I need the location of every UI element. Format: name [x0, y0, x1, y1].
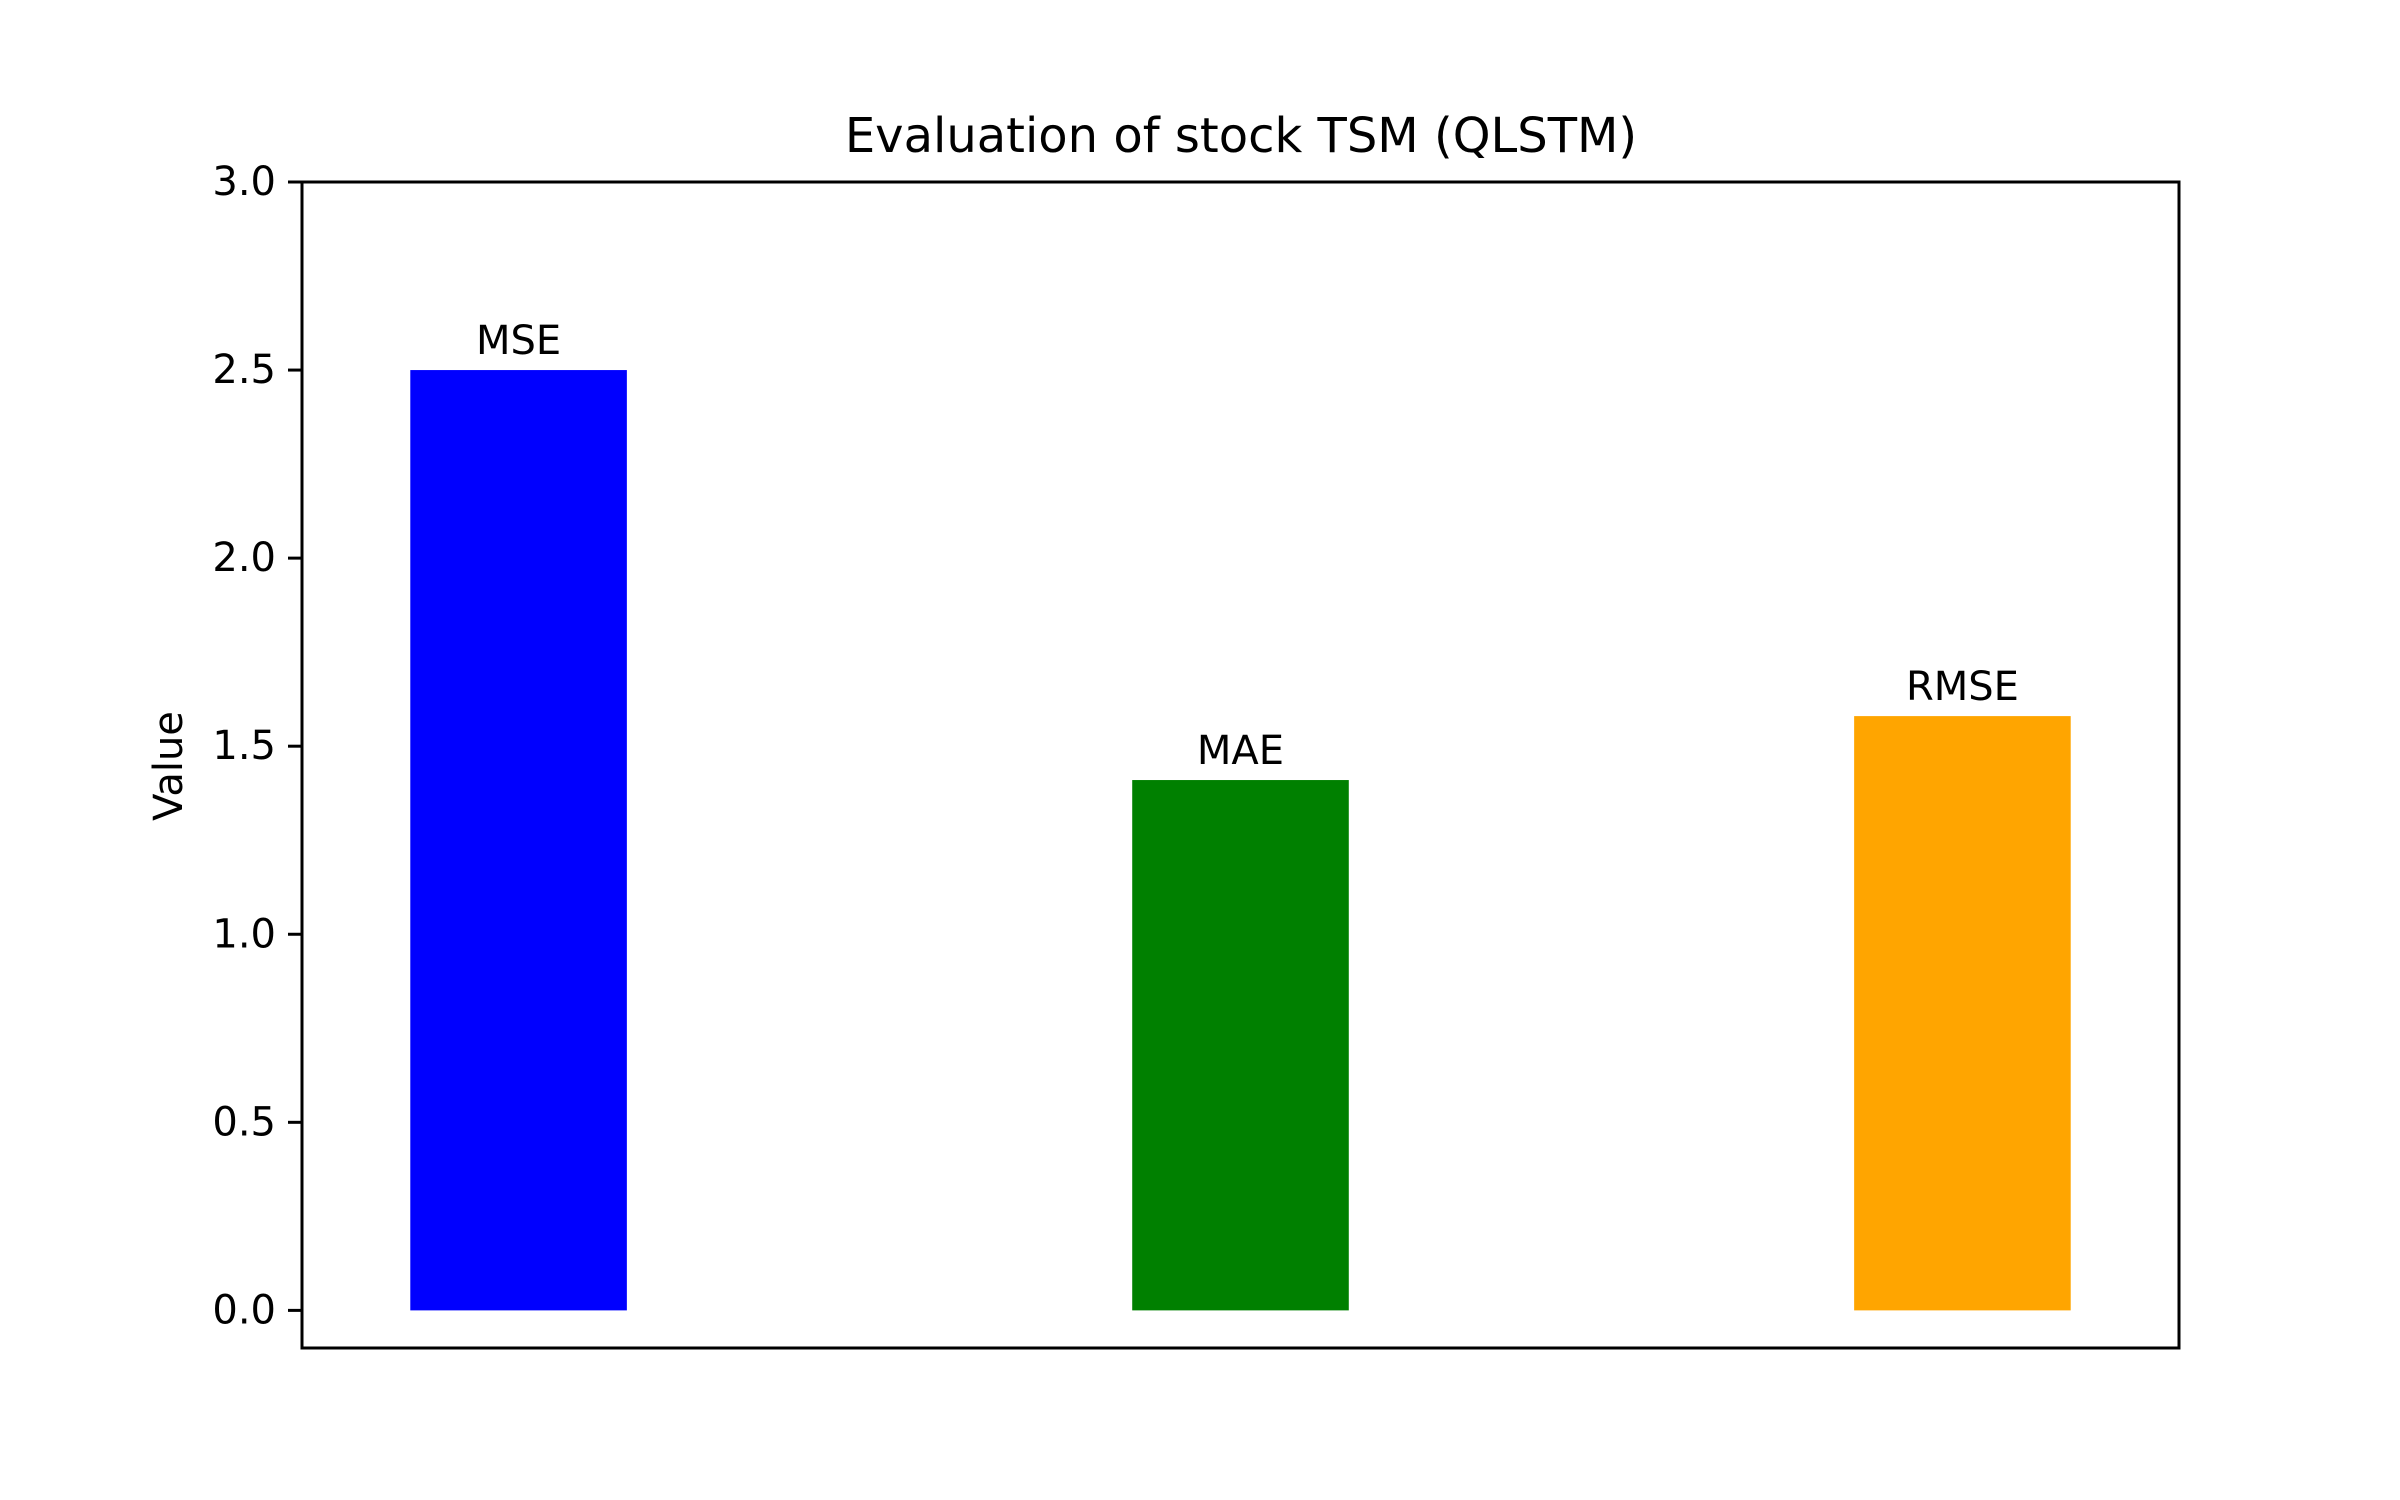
bar-rmse — [1854, 716, 2071, 1311]
chart-title: Evaluation of stock TSM (QLSTM) — [845, 108, 1637, 164]
bar-mse — [410, 370, 627, 1311]
y-tick-label: 2.0 — [212, 535, 276, 581]
y-tick-label: 0.0 — [212, 1287, 276, 1333]
bar-label-rmse: RMSE — [1906, 664, 2019, 710]
y-tick-label: 2.5 — [212, 347, 276, 393]
y-tick-label: 1.5 — [212, 723, 276, 769]
plot-frame — [300, 180, 2181, 1350]
y-tick-label: 1.0 — [212, 911, 276, 957]
y-axis-ticks: 0.0 0.5 1.0 1.5 2.0 2.5 3.0 — [212, 159, 302, 1333]
bar-labels-layer: MSE MAE RMSE — [476, 318, 2019, 774]
y-tick-label: 0.5 — [212, 1099, 276, 1145]
bars-layer — [410, 370, 2071, 1311]
bar-mae — [1132, 780, 1349, 1311]
bar-label-mse: MSE — [476, 318, 561, 364]
y-axis-label: Value — [146, 711, 192, 821]
y-tick-label: 3.0 — [212, 159, 276, 205]
bar-label-mae: MAE — [1197, 728, 1284, 774]
